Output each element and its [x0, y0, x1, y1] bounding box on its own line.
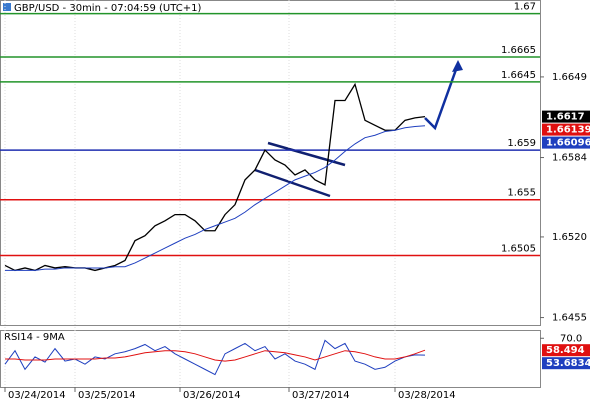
price-panel — [0, 0, 541, 326]
x-tick-label: 03/28/2014 — [398, 390, 456, 400]
price-tag-label: 1.66096 — [546, 138, 590, 149]
rsi-label: RSI14 - 9MA — [4, 332, 65, 343]
projection-arrow — [424, 63, 460, 131]
chart-title: GBP/USD - 30min - 07:04:59 (UTC+1) — [14, 3, 201, 14]
series-line — [5, 125, 426, 271]
rsi-tag — [542, 344, 590, 357]
series-line — [5, 349, 426, 362]
price-tag — [542, 110, 590, 123]
y-tick-label: 1.6584 — [552, 153, 587, 164]
level-label: 1.6505 — [501, 244, 536, 255]
price-tag — [542, 123, 590, 136]
y-tick-label: 1.6520 — [552, 232, 587, 243]
level-label: 1.67 — [514, 2, 536, 13]
trend-channel — [254, 141, 346, 198]
price-tag-label: 1.6617 — [546, 112, 585, 123]
rsi-tick-label: 70.0 — [560, 333, 582, 344]
x-tick-label: 03/26/2014 — [183, 390, 241, 400]
x-tick-label: 03/27/2014 — [292, 390, 350, 400]
symbol-icon — [3, 3, 11, 11]
level-label: 1.6645 — [501, 70, 536, 81]
rsi-tag-label: 58.494 — [546, 345, 585, 356]
price-tag-label: 1.66139 — [546, 125, 590, 136]
y-tick-label: 1.6455 — [552, 313, 587, 324]
price-tag — [542, 136, 590, 149]
rsi-tag-label: 53.6834 — [546, 358, 590, 369]
x-tick-label: 03/24/2014 — [8, 390, 66, 400]
y-tick-label: 1.6649 — [552, 72, 587, 83]
arrow-head — [452, 60, 463, 72]
rsi-tag — [542, 357, 590, 370]
level-label: 1.6665 — [501, 45, 536, 56]
level-label: 1.655 — [507, 188, 536, 199]
level-label: 1.659 — [507, 138, 536, 149]
x-tick-label: 03/25/2014 — [78, 390, 136, 400]
